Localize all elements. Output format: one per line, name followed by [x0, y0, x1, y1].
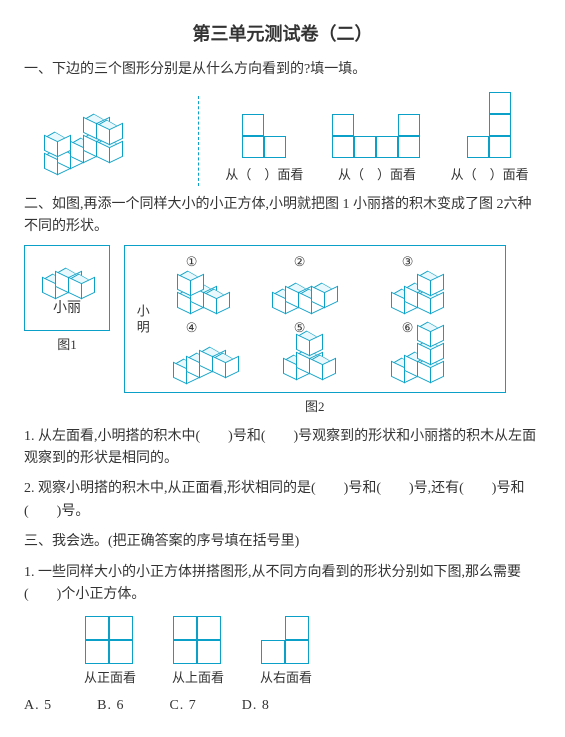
q3-cap-front: 从正面看	[84, 668, 136, 689]
q2-shape1-icon	[168, 261, 248, 311]
q3-right-icon	[262, 616, 310, 664]
q2-sub2: 2. 观察小明搭的积木中,从正面看,形状相同的是( )号和( )号,还有( )号…	[24, 478, 541, 523]
divider-icon	[198, 96, 199, 186]
q2-shape3-icon	[384, 261, 464, 311]
q3-top-icon	[174, 616, 222, 664]
q2-shape2-icon	[271, 261, 361, 311]
q1-cap2: 从（ ）面看	[338, 165, 416, 186]
q2-name-left: 小丽	[53, 298, 81, 320]
q3-stem: 三、我会选。(把正确答案的序号填在括号里)	[24, 531, 541, 553]
q3-front-icon	[86, 616, 134, 664]
q1-cap3: 从（ ）面看	[451, 165, 529, 186]
q3-figures: 从正面看 从上面看 从右面看	[84, 616, 541, 689]
q3-cap-right: 从右面看	[260, 668, 312, 689]
q2-fig2-cap: 图2	[305, 397, 325, 418]
q1-view2-icon	[333, 115, 421, 159]
q1-cap1: 从（ ）面看	[225, 165, 303, 186]
q2-sub1: 1. 从左面看,小明搭的积木中( )号和( )号观察到的形状和小丽搭的积木从左面…	[24, 426, 541, 471]
q3-sub1: 1. 一些同样大小的小正方体拼搭图形,从不同方向看到的形状分别如下图,那么需要(…	[24, 562, 541, 607]
q1-figures: 从（ ）面看 从（ ）面看 从（ ）面看	[24, 93, 541, 186]
q2-fig1-cap: 图1	[57, 335, 77, 356]
q2-stem: 二、如图,再添一个同样大小的小正方体,小明就把图 1 小丽搭的积木变成了图 2六…	[24, 194, 541, 239]
q2-xiaoli-icon	[37, 256, 97, 294]
q1-view1-icon	[242, 115, 286, 159]
q2-shape5-icon	[276, 327, 356, 377]
q2-shape6-icon	[384, 324, 464, 380]
q1-stem: 一、下边的三个图形分别是从什么方向看到的?填一填。	[24, 59, 541, 81]
q2-name-right: 小 明	[131, 304, 152, 333]
q3-cap-top: 从上面看	[172, 668, 224, 689]
q2-figures: 小丽 图1 小 明 ① ②	[24, 245, 541, 418]
q1-view3-icon	[468, 93, 512, 159]
q2-shape4-icon	[168, 327, 248, 377]
page-title: 第三单元测试卷（二）	[24, 20, 541, 49]
q3-options: A. 5 B. 6 C. 7 D. 8	[24, 695, 541, 717]
q1-solid-icon	[29, 96, 179, 186]
